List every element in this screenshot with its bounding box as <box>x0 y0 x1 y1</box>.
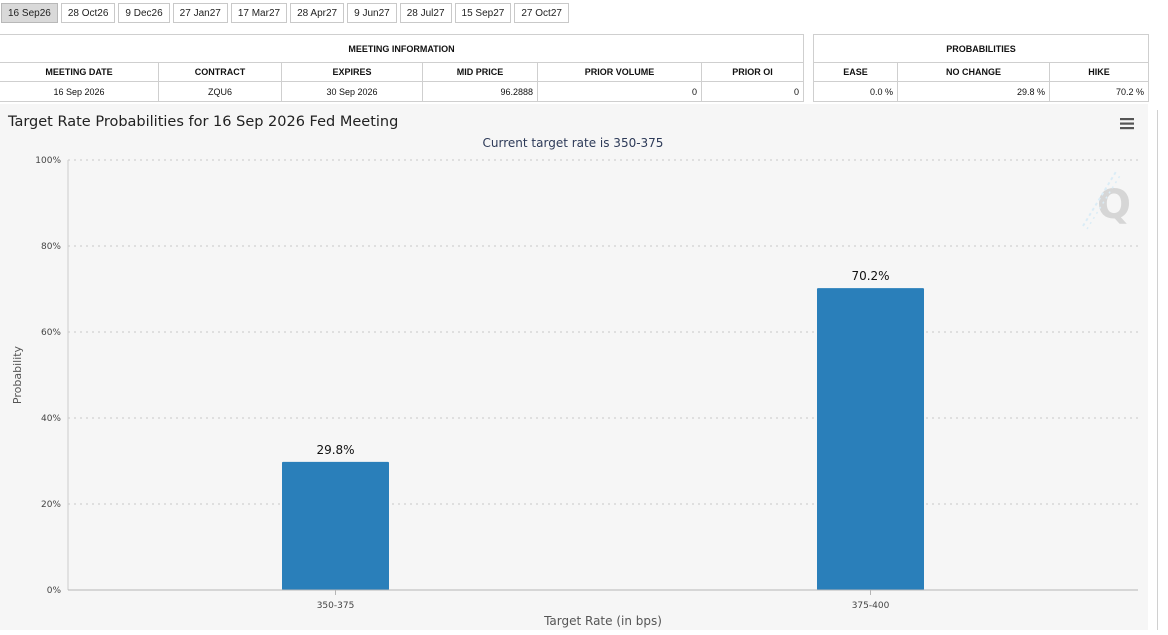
header-hike: HIKE <box>1049 62 1149 82</box>
cell-ease: 0.0 % <box>813 81 898 102</box>
header-expires: EXPIRES <box>281 62 423 82</box>
y-tick-label: 40% <box>41 414 61 424</box>
tab-meeting-3[interactable]: 27 Jan27 <box>172 3 228 23</box>
header-ease: EASE <box>813 62 898 82</box>
cell-prior-oi: 0 <box>700 81 805 102</box>
cell-prior-volume: 0 <box>537 81 702 102</box>
x-axis: 350-375 375-400 <box>68 589 1138 611</box>
tab-meeting-1[interactable]: 28 Oct26 <box>60 3 116 23</box>
meeting-date-tabs: 16 Sep26 28 Oct26 9 Dec26 27 Jan27 17 Mar27 2… <box>1 3 569 23</box>
tab-meeting-0[interactable]: 16 Sep26 <box>1 3 58 23</box>
chart-canvas: Target Rate Probabilities for 16 Sep 202… <box>7 114 1141 628</box>
header-mid-price: MID PRICE <box>422 62 538 82</box>
bar-data-label: 29.8% <box>316 443 354 457</box>
header-meeting-date: MEETING DATE <box>0 62 159 82</box>
y-axis-label: Probability <box>11 345 24 404</box>
header-no-change: NO CHANGE <box>897 62 1050 82</box>
tab-meeting-9[interactable]: 27 Oct27 <box>514 3 569 23</box>
header-prior-volume: PRIOR VOLUME <box>537 62 702 82</box>
bar-350-375[interactable] <box>282 461 389 590</box>
probabilities-title: PROBABILITIES <box>813 34 1149 63</box>
cell-meeting-date: 16 Sep 2026 <box>0 81 159 102</box>
header-contract: CONTRACT <box>158 62 282 82</box>
tab-meeting-5[interactable]: 28 Apr27 <box>290 3 345 23</box>
bar-375-400[interactable] <box>817 288 924 590</box>
cell-expires: 30 Sep 2026 <box>281 81 423 102</box>
bar-data-label: 70.2% <box>851 269 889 283</box>
right-edge-divider <box>1157 110 1158 630</box>
header-prior-oi: PRIOR OI <box>700 62 805 82</box>
x-tick-label: 375-400 <box>852 601 890 611</box>
tab-meeting-4[interactable]: 17 Mar27 <box>230 3 288 23</box>
cell-no-change: 29.8 % <box>897 81 1050 102</box>
x-tick-label: 350-375 <box>317 601 355 611</box>
x-axis-label: Target Rate (in bps) <box>543 614 662 628</box>
y-tick-label: 0% <box>47 586 62 596</box>
tab-meeting-8[interactable]: 15 Sep27 <box>454 3 512 23</box>
hamburger-menu-icon[interactable] <box>1113 114 1141 134</box>
tab-meeting-6[interactable]: 9 Jun27 <box>347 3 397 23</box>
y-tick-label: 60% <box>41 328 61 338</box>
y-tick-label: 100% <box>35 156 61 166</box>
bars-group: 29.8% 70.2% <box>282 269 924 590</box>
y-tick-label: 80% <box>41 242 61 252</box>
probabilities-table: PROBABILITIES EASE NO CHANGE HIKE 0.0 % … <box>813 34 1149 102</box>
tab-meeting-7[interactable]: 28 Jul27 <box>399 3 452 23</box>
meeting-information-table: MEETING INFORMATION MEETING DATE CONTRAC… <box>0 34 805 102</box>
cell-mid-price: 96.2888 <box>422 81 538 102</box>
y-axis: 0% 20% 40% 60% 80% 100% <box>35 156 1138 596</box>
chart-subtitle: Current target rate is 350-375 <box>483 136 664 150</box>
cell-hike: 70.2 % <box>1049 81 1149 102</box>
svg-text:Q: Q <box>1097 182 1131 228</box>
chart-title: Target Rate Probabilities for 16 Sep 202… <box>7 114 398 130</box>
tab-meeting-2[interactable]: 9 Dec26 <box>118 3 170 23</box>
target-rate-chart: Target Rate Probabilities for 16 Sep 202… <box>0 104 1148 630</box>
q-logo-watermark: Q <box>1082 169 1131 230</box>
meeting-information-title: MEETING INFORMATION <box>0 34 805 63</box>
y-tick-label: 20% <box>41 500 61 510</box>
cell-contract: ZQU6 <box>158 81 282 102</box>
right-edge-strip <box>1157 0 1168 630</box>
